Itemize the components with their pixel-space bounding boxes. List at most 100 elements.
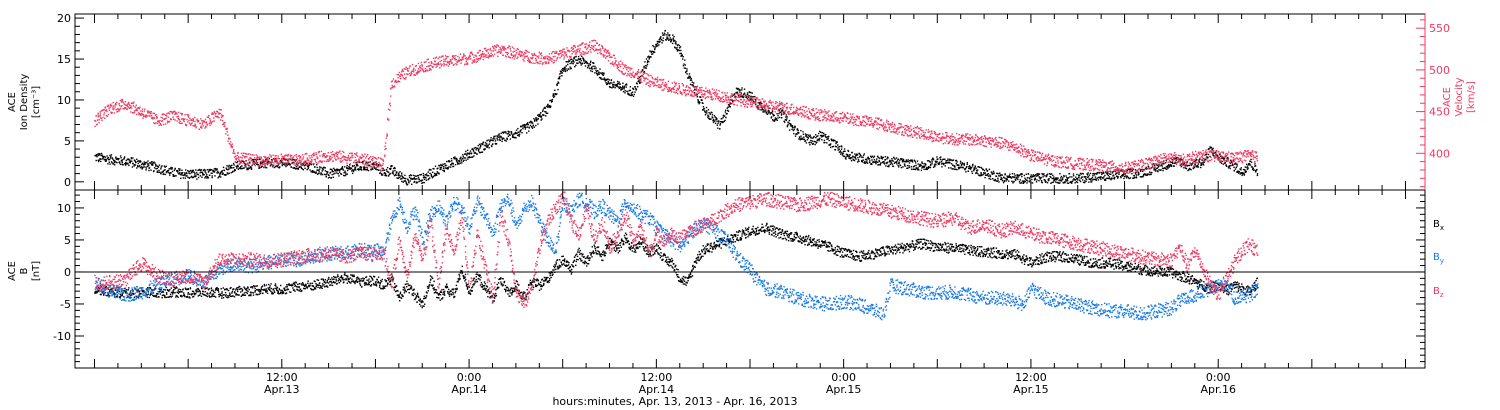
density-series-point — [413, 178, 415, 180]
density-series-point — [942, 158, 944, 160]
density-series-point — [956, 168, 958, 171]
density-series-point — [684, 67, 687, 69]
velocity-series-point — [523, 60, 525, 62]
velocity-series-point — [448, 63, 451, 66]
density-series-point — [114, 160, 116, 162]
density-series-point — [363, 168, 365, 171]
density-series-point — [136, 167, 138, 169]
density-series-point — [589, 64, 592, 66]
density-series-point — [137, 160, 140, 162]
velocity-series-point — [468, 58, 470, 60]
density-series-point — [719, 124, 721, 126]
density-series-point — [1202, 162, 1204, 165]
velocity-series-point — [303, 161, 305, 163]
velocity-series-point — [575, 51, 577, 54]
density-series-point — [1004, 174, 1006, 176]
density-series-point — [200, 169, 203, 171]
density-series-point — [276, 165, 278, 167]
density-series-point — [1061, 178, 1063, 180]
velocity-series-point — [526, 55, 528, 57]
density-series-point — [653, 46, 655, 48]
velocity-series-point — [558, 53, 560, 56]
density-series-point — [144, 166, 146, 168]
density-series-point — [771, 112, 773, 114]
density-series-point — [156, 170, 159, 172]
density-series-point — [935, 161, 937, 163]
velocity-series-point — [626, 68, 628, 71]
density-series-point — [1135, 174, 1138, 176]
density-series-point — [354, 167, 356, 169]
velocity-series-point — [534, 57, 537, 60]
velocity-series-point — [338, 157, 340, 159]
density-series-point — [417, 176, 420, 179]
density-series-point — [521, 132, 523, 134]
density-series-point — [1085, 180, 1087, 183]
density-series-point — [536, 120, 538, 122]
density-series-point — [772, 115, 775, 117]
velocity-series-point — [159, 123, 162, 126]
velocity-series-point — [127, 103, 129, 105]
density-series-point — [354, 166, 357, 168]
density-series-point — [245, 160, 247, 162]
density-series-point — [924, 163, 927, 165]
density-series-point — [705, 106, 708, 109]
velocity-series-point — [395, 79, 397, 82]
density-series-point — [189, 170, 191, 173]
density-series-point — [917, 169, 919, 171]
density-series-point — [108, 161, 110, 163]
density-series-point — [1107, 177, 1109, 180]
density-series-point — [109, 154, 111, 157]
density-series-point — [963, 163, 965, 165]
density-series-point — [260, 163, 262, 165]
velocity-series-point — [351, 152, 353, 154]
density-series-point — [333, 173, 335, 175]
density-series-point — [1036, 175, 1039, 177]
density-series-point — [1066, 177, 1068, 179]
velocity-series-point — [643, 80, 645, 82]
velocity-series-point — [309, 157, 311, 159]
density-series-point — [467, 158, 469, 160]
velocity-series-point — [493, 53, 496, 55]
density-series-point — [470, 156, 472, 159]
velocity-series-point — [158, 121, 160, 124]
density-series-point — [755, 100, 757, 102]
density-series-point — [275, 158, 277, 160]
density-series-point — [118, 158, 120, 160]
density-series-point — [761, 103, 763, 105]
velocity-series-point — [145, 114, 147, 116]
velocity-series-point — [605, 52, 607, 54]
velocity-series-point — [164, 123, 167, 125]
velocity-series-point — [292, 156, 295, 158]
density-series-point — [191, 172, 193, 174]
velocity-series-point — [526, 51, 528, 53]
velocity-series-point — [542, 63, 544, 65]
velocity-series-point — [230, 145, 233, 148]
density-series-point — [743, 88, 746, 90]
velocity-series-point — [360, 161, 362, 163]
density-series-point — [741, 89, 743, 91]
density-series-point — [669, 38, 671, 41]
velocity-series-point — [602, 55, 605, 57]
velocity-series-point — [542, 62, 544, 64]
density-series-point — [829, 144, 831, 146]
velocity-series-point — [230, 144, 232, 146]
velocity-series-point — [645, 83, 647, 85]
density-series-point — [238, 167, 240, 169]
density-series-point — [920, 164, 922, 166]
velocity-series-point — [683, 90, 685, 92]
density-series-point — [1043, 173, 1045, 175]
velocity-series-point — [503, 49, 505, 51]
density-series-point — [727, 103, 730, 106]
density-series-point — [373, 167, 376, 169]
density-series-point — [1101, 172, 1103, 175]
velocity-series-point — [494, 45, 496, 47]
velocity-series-point — [393, 85, 395, 87]
velocity-series-point — [190, 119, 192, 122]
density-series-point — [302, 163, 305, 166]
density-series-point — [157, 165, 159, 168]
velocity-series-point — [259, 160, 261, 163]
density-series-point — [497, 136, 500, 138]
density-series-point — [332, 176, 335, 178]
density-series-point — [414, 178, 416, 180]
velocity-series-point — [468, 55, 470, 57]
